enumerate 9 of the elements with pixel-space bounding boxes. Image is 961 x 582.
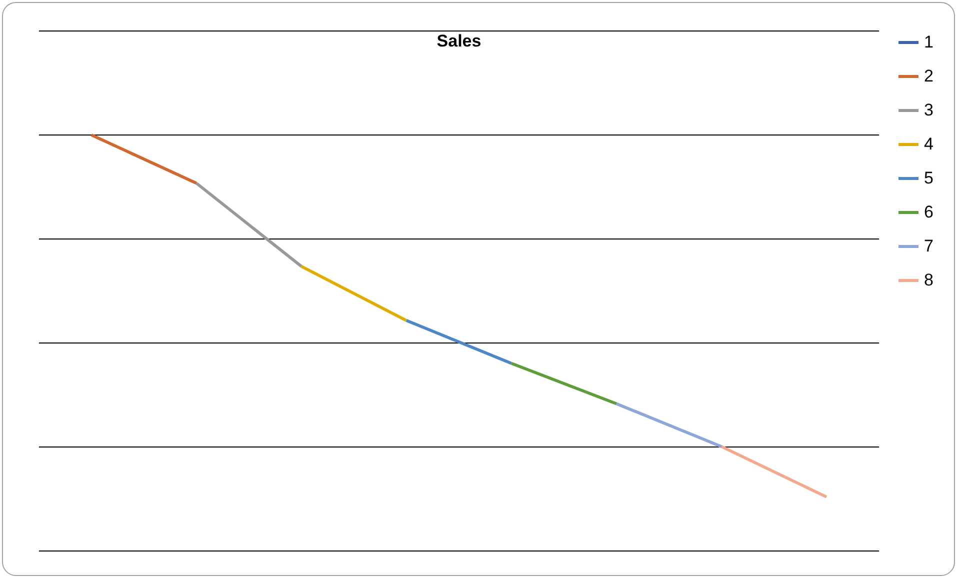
chart-title: Sales [436,32,482,50]
legend-label: 7 [924,236,934,256]
legend-label: 3 [924,100,934,120]
legend-label: 1 [924,32,934,52]
legend-label: 2 [924,66,934,86]
legend-label: 8 [924,270,934,290]
legend-label: 6 [924,202,934,222]
legend-label: 5 [924,168,934,188]
legend-label: 4 [924,134,934,154]
